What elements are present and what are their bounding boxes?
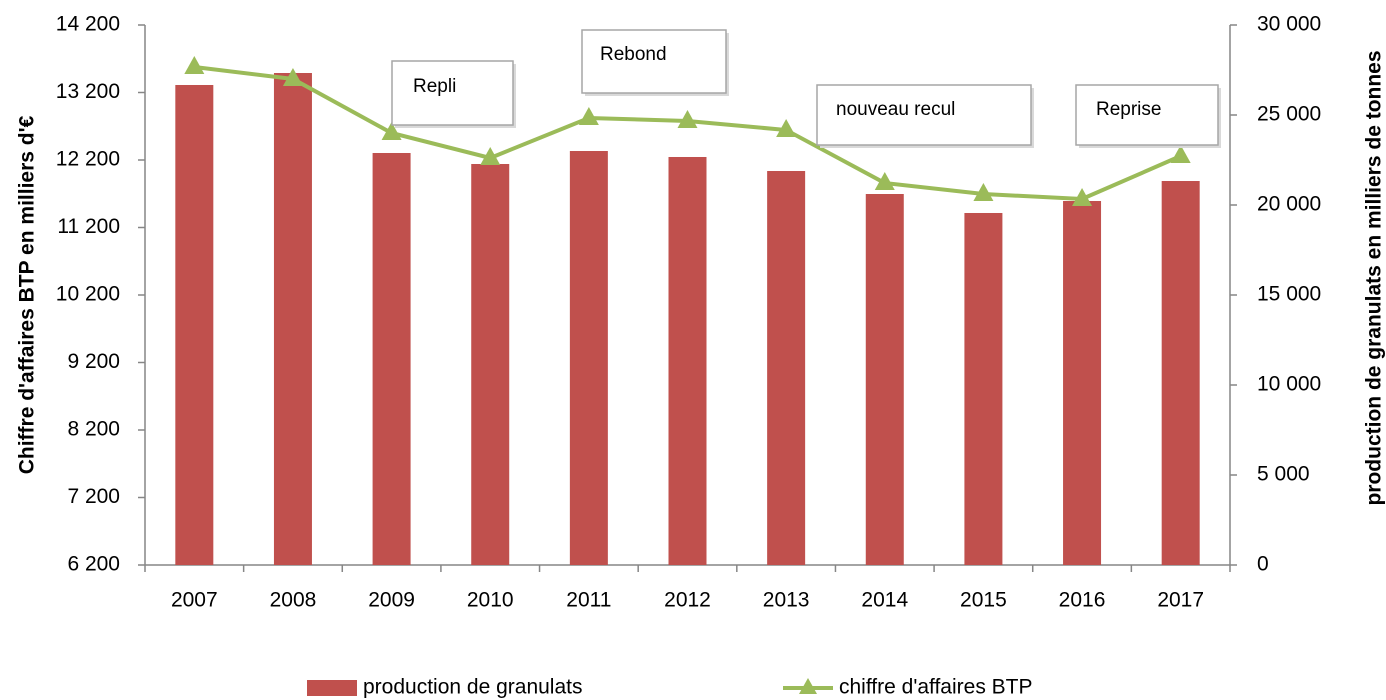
bar — [668, 156, 707, 565]
x-tick-label: 2009 — [368, 589, 415, 612]
annotation-box — [391, 60, 514, 126]
annotation-box — [1075, 84, 1219, 146]
y2-tick-label: 25 000 — [1257, 103, 1321, 126]
y-tick-label: 9 200 — [67, 350, 120, 373]
marker — [1072, 188, 1093, 207]
bar — [964, 212, 1003, 565]
marker — [480, 146, 501, 165]
legend-marker — [799, 678, 817, 694]
x-tick-label: 2008 — [270, 589, 317, 612]
y-tick-label: 8 200 — [67, 418, 120, 441]
annotation: Rebond — [600, 44, 667, 65]
x-tick-label: 2017 — [1157, 589, 1204, 612]
bar — [1161, 181, 1200, 566]
x-tick-label: 2007 — [171, 589, 218, 612]
marker — [184, 55, 205, 74]
bar — [471, 163, 510, 565]
bar — [1063, 201, 1102, 565]
y2-axis-label: production de granulats en milliers de t… — [1363, 50, 1386, 505]
y2-tick-label: 10 000 — [1257, 373, 1321, 396]
annotation-box — [581, 29, 727, 94]
y-tick-label: 6 200 — [67, 553, 120, 576]
x-tick-label: 2010 — [467, 589, 514, 612]
marker — [1170, 145, 1191, 164]
x-tick-label: 2014 — [861, 589, 908, 612]
annotation-box — [816, 84, 1032, 146]
annotation: nouveau recul — [836, 99, 955, 120]
marker — [381, 122, 402, 140]
y-tick-label: 10 200 — [56, 283, 120, 306]
y2-tick-label: 0 — [1257, 553, 1269, 576]
bar — [865, 194, 904, 565]
y-axis-label: Chiffre d'affaires BTP en milliers d'€ — [16, 115, 39, 474]
y-tick-label: 12 200 — [56, 148, 120, 171]
bar — [767, 170, 806, 566]
marker — [578, 107, 599, 126]
bar — [569, 151, 608, 565]
x-tick-label: 2015 — [960, 589, 1007, 612]
x-tick-label: 2011 — [566, 589, 611, 612]
y-tick-label: 7 200 — [67, 485, 120, 508]
bar — [273, 73, 312, 566]
bar — [372, 152, 411, 566]
x-tick-label: 2013 — [763, 589, 810, 612]
y2-tick-label: 5 000 — [1257, 463, 1310, 486]
y-tick-label: 11 200 — [57, 215, 120, 238]
annotation: Reprise — [1096, 99, 1161, 120]
marker — [282, 68, 303, 86]
y-tick-label: 14 200 — [56, 13, 120, 36]
x-tick-label: 2012 — [664, 589, 711, 612]
marker — [776, 119, 797, 138]
y-tick-label: 13 200 — [56, 80, 120, 103]
legend-label: chiffre d'affaires BTP — [839, 676, 1033, 699]
marker — [973, 183, 994, 202]
y2-tick-label: 20 000 — [1257, 193, 1321, 216]
x-tick-label: 2016 — [1059, 589, 1106, 612]
y2-tick-label: 30 000 — [1257, 13, 1321, 36]
bar — [175, 84, 214, 565]
marker — [874, 172, 895, 191]
annotation: Repli — [413, 76, 456, 97]
y2-tick-label: 15 000 — [1257, 283, 1321, 306]
marker — [677, 109, 698, 128]
legend-swatch — [307, 680, 357, 696]
legend-label: production de granulats — [363, 676, 583, 699]
